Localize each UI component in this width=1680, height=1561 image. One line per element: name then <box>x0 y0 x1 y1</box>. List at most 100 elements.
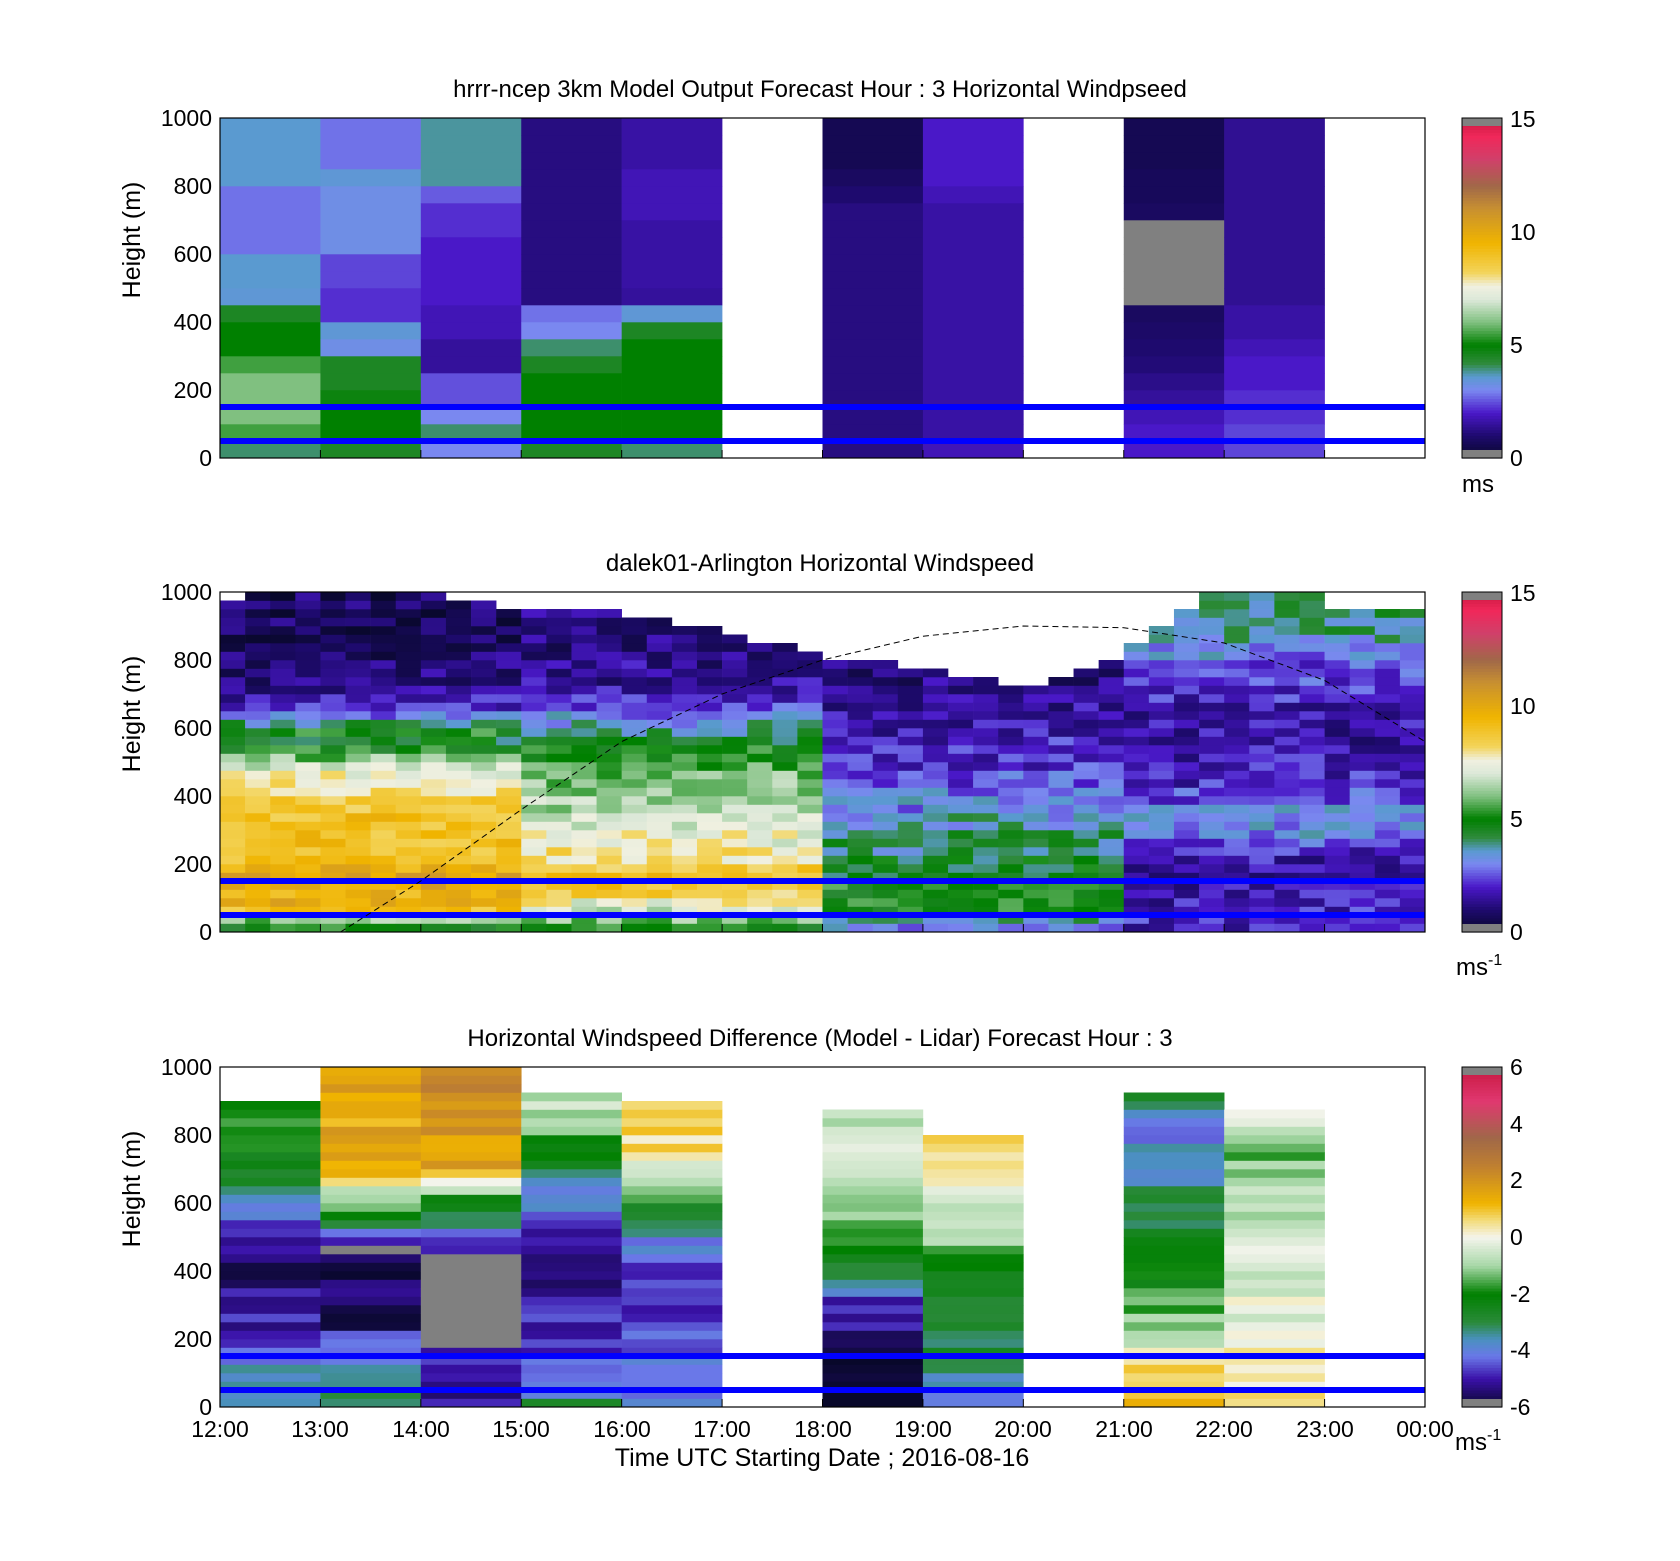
heatmap-cell <box>847 719 874 729</box>
heatmap-cell <box>772 864 798 873</box>
heatmap-cell <box>596 651 622 661</box>
heatmap-cell <box>1023 719 1049 729</box>
heatmap-cell <box>521 702 547 712</box>
colorbar-swatch <box>1462 671 1502 675</box>
colorbar-swatch <box>1462 237 1502 241</box>
heatmap-cell <box>1224 728 1250 737</box>
heatmap-cell <box>1023 889 1049 899</box>
heatmap-cell <box>872 855 899 865</box>
heatmap-cell <box>1123 762 1150 771</box>
heatmap-cell <box>822 1296 924 1306</box>
heatmap-cell <box>320 855 346 865</box>
heatmap-cell <box>1324 643 1350 652</box>
colorbar-swatch <box>1462 1220 1502 1224</box>
heatmap-cell <box>1173 634 1200 644</box>
heatmap-cell <box>571 736 597 746</box>
colorbar-swatch <box>1462 146 1502 150</box>
heatmap-cell <box>822 804 848 814</box>
heatmap-cell <box>596 770 622 780</box>
heatmap-cell <box>1199 881 1225 890</box>
heatmap-cell <box>621 424 723 442</box>
heatmap-cell <box>220 923 246 933</box>
heatmap-cell <box>1349 762 1376 771</box>
heatmap-cell <box>596 711 622 720</box>
heatmap-cell <box>345 626 371 635</box>
heatmap-cell <box>621 736 648 746</box>
heatmap-cell <box>1224 736 1250 746</box>
heatmap-cell <box>1299 906 1325 916</box>
colorbar-swatch <box>1462 254 1502 258</box>
heatmap-cell <box>571 787 597 797</box>
heatmap-cell <box>922 1279 1024 1289</box>
heatmap-cell <box>1123 356 1225 374</box>
heatmap-cell <box>295 796 321 805</box>
heatmap-cell <box>220 847 246 856</box>
colorbar-swatch <box>1462 634 1502 638</box>
heatmap-cell <box>621 1364 723 1374</box>
heatmap-cell <box>270 796 296 805</box>
heatmap-cell <box>1123 1143 1225 1153</box>
heatmap-cell <box>1349 770 1376 780</box>
colorbar-swatch <box>1462 1239 1502 1244</box>
heatmap-cell <box>320 1381 422 1391</box>
heatmap-cell <box>345 923 371 933</box>
heatmap-cell <box>1023 906 1049 916</box>
heatmap-cell <box>872 762 899 771</box>
heatmap-cell <box>621 1186 723 1195</box>
heatmap-cell <box>320 271 422 289</box>
heatmap-cell <box>1399 881 1426 890</box>
heatmap-cell <box>646 770 673 780</box>
heatmap-cell <box>1299 745 1325 754</box>
colorbar-swatch <box>1462 711 1502 715</box>
heatmap-cell <box>646 787 673 797</box>
heatmap-cell <box>772 668 798 678</box>
heatmap-cell <box>245 830 271 839</box>
colorbar-swatch <box>1462 217 1502 221</box>
heatmap-cell <box>370 660 397 669</box>
heatmap-cell <box>621 804 648 814</box>
colorbar-swatch <box>1462 725 1502 729</box>
heatmap-cell <box>220 906 246 916</box>
heatmap-cell <box>621 1245 723 1255</box>
heatmap-cell <box>220 685 246 695</box>
colorbar-swatch <box>1462 1344 1502 1349</box>
heatmap-cell <box>1123 804 1150 814</box>
heatmap-cell <box>621 1177 723 1187</box>
colorbar-tick: 15 <box>1510 580 1536 606</box>
heatmap-cell <box>521 626 547 635</box>
heatmap-cell <box>395 787 422 797</box>
heatmap-cell <box>220 1373 321 1382</box>
heatmap-cell <box>1349 872 1376 882</box>
colorbar-swatch <box>1462 883 1502 888</box>
heatmap-cell <box>370 643 397 652</box>
heatmap-cell <box>471 745 497 754</box>
heatmap-cell <box>1173 847 1200 856</box>
heatmap-cell <box>948 711 974 720</box>
heatmap-cell <box>922 407 1024 425</box>
colorbar-swatch <box>1462 1208 1502 1213</box>
colorbar-swatch <box>1462 801 1502 806</box>
colorbar-swatch <box>1462 392 1502 397</box>
heatmap-cell <box>1048 779 1074 788</box>
heatmap-cell <box>1399 872 1426 882</box>
heatmap-cell <box>1199 609 1225 618</box>
heatmap-cell <box>922 390 1024 408</box>
heatmap-cell <box>471 617 497 627</box>
heatmap-cell <box>345 864 371 873</box>
x-tick-label: 14:00 <box>392 1416 450 1442</box>
heatmap-cell <box>847 728 874 737</box>
heatmap-cell <box>1224 1220 1325 1229</box>
heatmap-cell <box>797 677 823 686</box>
heatmap-cell <box>471 915 497 924</box>
heatmap-cell <box>1349 804 1376 814</box>
heatmap-cell <box>420 339 522 357</box>
heatmap-cell <box>772 728 798 737</box>
heatmap-cell <box>220 1186 321 1195</box>
heatmap-cell <box>973 906 999 916</box>
heatmap-cell <box>345 719 371 729</box>
heatmap-cell <box>220 753 246 763</box>
heatmap-cell <box>471 668 497 678</box>
heatmap-cell <box>521 1228 622 1238</box>
heatmap-cell <box>1048 711 1074 720</box>
heatmap-cell <box>621 288 723 306</box>
